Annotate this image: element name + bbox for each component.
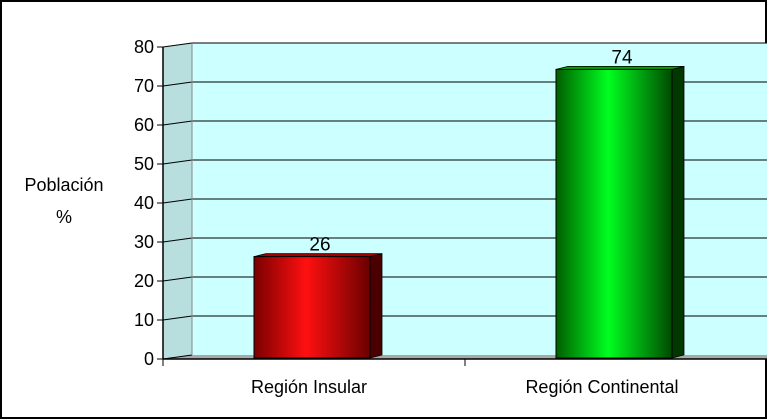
category-label-insular: Región Insular xyxy=(251,377,367,397)
y-tick-label-10: 10 xyxy=(134,310,154,330)
side-gridline-40 xyxy=(162,198,193,204)
bar-side-continental xyxy=(671,65,685,359)
side-gridline-20 xyxy=(162,276,193,282)
side-gridline-60 xyxy=(162,120,193,126)
side-gridline-30 xyxy=(162,237,193,243)
data-label-continental: 74 xyxy=(611,47,633,68)
y-tick-label-50: 50 xyxy=(134,154,154,174)
y-tick-label-40: 40 xyxy=(134,193,154,213)
y-tick-label-80: 80 xyxy=(134,37,154,57)
y-axis-label-line-1: Población xyxy=(24,175,103,195)
y-tick-label-0: 0 xyxy=(144,349,154,369)
y-tick-label-70: 70 xyxy=(134,76,154,96)
bar-insular xyxy=(253,256,371,359)
y-tick-label-60: 60 xyxy=(134,115,154,135)
category-label-continental: Región Continental xyxy=(525,377,678,397)
y-tick-label-20: 20 xyxy=(134,271,154,291)
data-label-insular: 26 xyxy=(309,235,330,256)
side-gridline-50 xyxy=(162,159,193,165)
bar-continental xyxy=(555,68,673,359)
side-gridline-70 xyxy=(162,81,193,87)
bar-side-insular xyxy=(369,253,383,359)
y-tick-label-30: 30 xyxy=(134,232,154,252)
side-gridline-80 xyxy=(162,42,193,48)
y-axis-label-line-2: % xyxy=(56,207,72,227)
side-gridline-10 xyxy=(162,315,193,321)
